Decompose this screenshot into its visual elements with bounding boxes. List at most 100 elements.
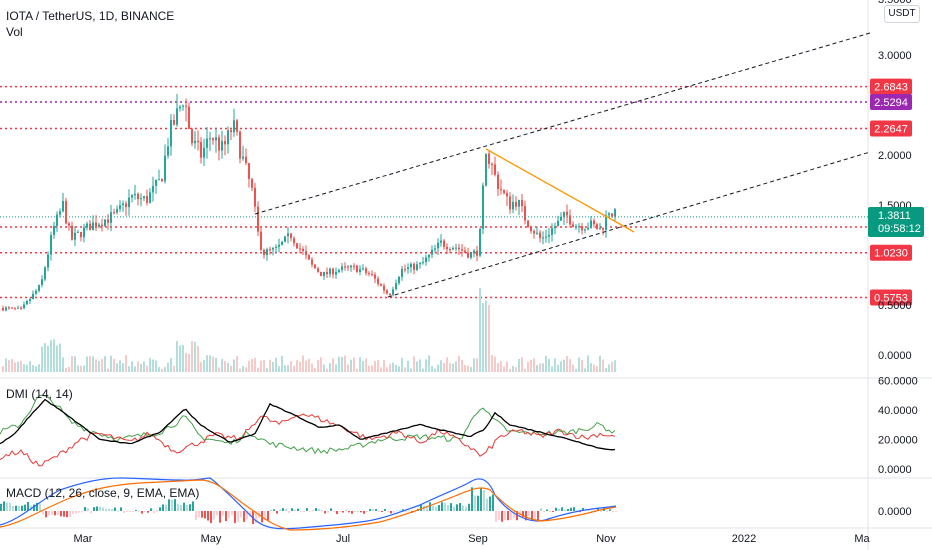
candle-body bbox=[167, 146, 169, 156]
volume-bar bbox=[26, 364, 28, 372]
macd-histogram-bar bbox=[168, 499, 170, 511]
candle-body bbox=[209, 138, 211, 140]
candle-body bbox=[56, 214, 58, 226]
volume-bar bbox=[11, 359, 13, 372]
macd-histogram-bar bbox=[21, 505, 23, 511]
macd-histogram-bar bbox=[270, 509, 272, 511]
candle-body bbox=[257, 206, 259, 232]
candle-body bbox=[344, 266, 346, 268]
price-levels bbox=[0, 85, 868, 299]
macd-histogram-bar bbox=[483, 489, 485, 511]
macd-histogram-bar bbox=[78, 511, 80, 513]
currency-button[interactable]: USDT bbox=[884, 5, 920, 23]
candle-body bbox=[260, 231, 262, 250]
volume-bar bbox=[284, 365, 286, 372]
volume-bar bbox=[599, 355, 601, 372]
candle-body bbox=[353, 265, 355, 267]
macd-histogram-bar bbox=[216, 511, 218, 516]
volume-bar bbox=[233, 359, 235, 372]
volume-bar bbox=[371, 365, 373, 372]
candle-body bbox=[611, 213, 613, 217]
volume-bar bbox=[323, 364, 325, 372]
volume-bar bbox=[398, 366, 400, 372]
candle-body bbox=[410, 263, 412, 268]
volume-bar bbox=[593, 364, 595, 372]
macd-histogram-bar bbox=[87, 508, 89, 511]
macd-histogram-bar bbox=[396, 510, 398, 512]
candle-body bbox=[539, 232, 541, 239]
candle-body bbox=[455, 247, 457, 249]
volume-bar bbox=[188, 353, 190, 372]
candle-body bbox=[542, 237, 544, 239]
candle-body bbox=[188, 106, 190, 129]
volume-bar bbox=[158, 367, 160, 372]
macd-histogram-bar bbox=[144, 511, 146, 512]
volume-bar bbox=[428, 355, 430, 372]
macd-histogram-bar bbox=[588, 510, 590, 512]
macd-histogram-bar bbox=[492, 494, 494, 511]
volume-bar bbox=[608, 364, 610, 372]
volume-bar bbox=[305, 360, 307, 372]
macd-histogram-bar bbox=[495, 511, 497, 522]
volume-bar bbox=[110, 355, 112, 372]
dmi-tick-label: 0.0000 bbox=[878, 464, 912, 476]
macd-histogram-bar bbox=[393, 511, 395, 513]
macd-histogram-bar bbox=[414, 511, 416, 513]
macd-histogram-bar bbox=[231, 511, 233, 516]
volume-bar bbox=[506, 361, 508, 372]
volume-bar bbox=[161, 368, 163, 372]
volume-bar bbox=[455, 361, 457, 372]
macd-histogram-bar bbox=[27, 502, 29, 511]
volume-bar bbox=[494, 356, 496, 372]
volume-bar bbox=[77, 365, 79, 372]
candle-body bbox=[59, 211, 61, 215]
volume-bar bbox=[230, 365, 232, 372]
macd-histogram-bar bbox=[162, 504, 164, 511]
macd-histogram-bar bbox=[84, 506, 86, 511]
candlesticks bbox=[2, 93, 616, 312]
candle-body bbox=[371, 273, 373, 275]
macd-histogram-bar bbox=[351, 511, 353, 514]
candle-body bbox=[53, 225, 55, 235]
candle-body bbox=[614, 209, 616, 217]
volume-bar bbox=[527, 361, 529, 372]
macd-pane: 0.0000 bbox=[0, 477, 912, 531]
macd-histogram-bar bbox=[450, 503, 452, 511]
candle-body bbox=[533, 231, 535, 234]
volume-bar bbox=[164, 367, 166, 372]
macd-histogram-bar bbox=[513, 511, 515, 518]
candle-body bbox=[251, 179, 253, 188]
candle-body bbox=[224, 141, 226, 145]
macd-histogram-bar bbox=[93, 507, 95, 511]
macd-histogram-bar bbox=[366, 511, 368, 512]
volume-bar bbox=[47, 345, 49, 372]
volume-bar bbox=[212, 356, 214, 372]
candle-body bbox=[155, 179, 157, 186]
volume-bar bbox=[29, 361, 31, 372]
trendlines bbox=[254, 32, 871, 298]
macd-histogram-bar bbox=[582, 507, 584, 511]
macd-histogram-bar bbox=[378, 511, 380, 512]
macd-histogram-bar bbox=[522, 511, 524, 517]
volume-bar bbox=[221, 359, 223, 372]
macd-histogram-bar bbox=[459, 503, 461, 511]
volume-bar bbox=[80, 365, 82, 372]
volume-bar bbox=[146, 365, 148, 372]
volume-bar bbox=[101, 359, 103, 372]
macd-histogram-bar bbox=[267, 511, 269, 521]
candle-body bbox=[191, 128, 193, 144]
macd-histogram-bar bbox=[561, 507, 563, 511]
macd-histogram-bar bbox=[276, 511, 278, 514]
macd-tick-label: 0.0000 bbox=[878, 506, 912, 518]
volume-bar bbox=[518, 358, 520, 372]
volume-bar bbox=[197, 345, 199, 372]
price-level-label: 1.0230 bbox=[874, 248, 908, 260]
volume-bar bbox=[365, 358, 367, 372]
candle-body bbox=[587, 227, 589, 230]
candle-body bbox=[281, 241, 283, 245]
volume-bar bbox=[356, 368, 358, 372]
volume-bar bbox=[41, 346, 43, 372]
descending-trendline bbox=[485, 148, 635, 233]
macd-histogram-bar bbox=[531, 511, 533, 521]
